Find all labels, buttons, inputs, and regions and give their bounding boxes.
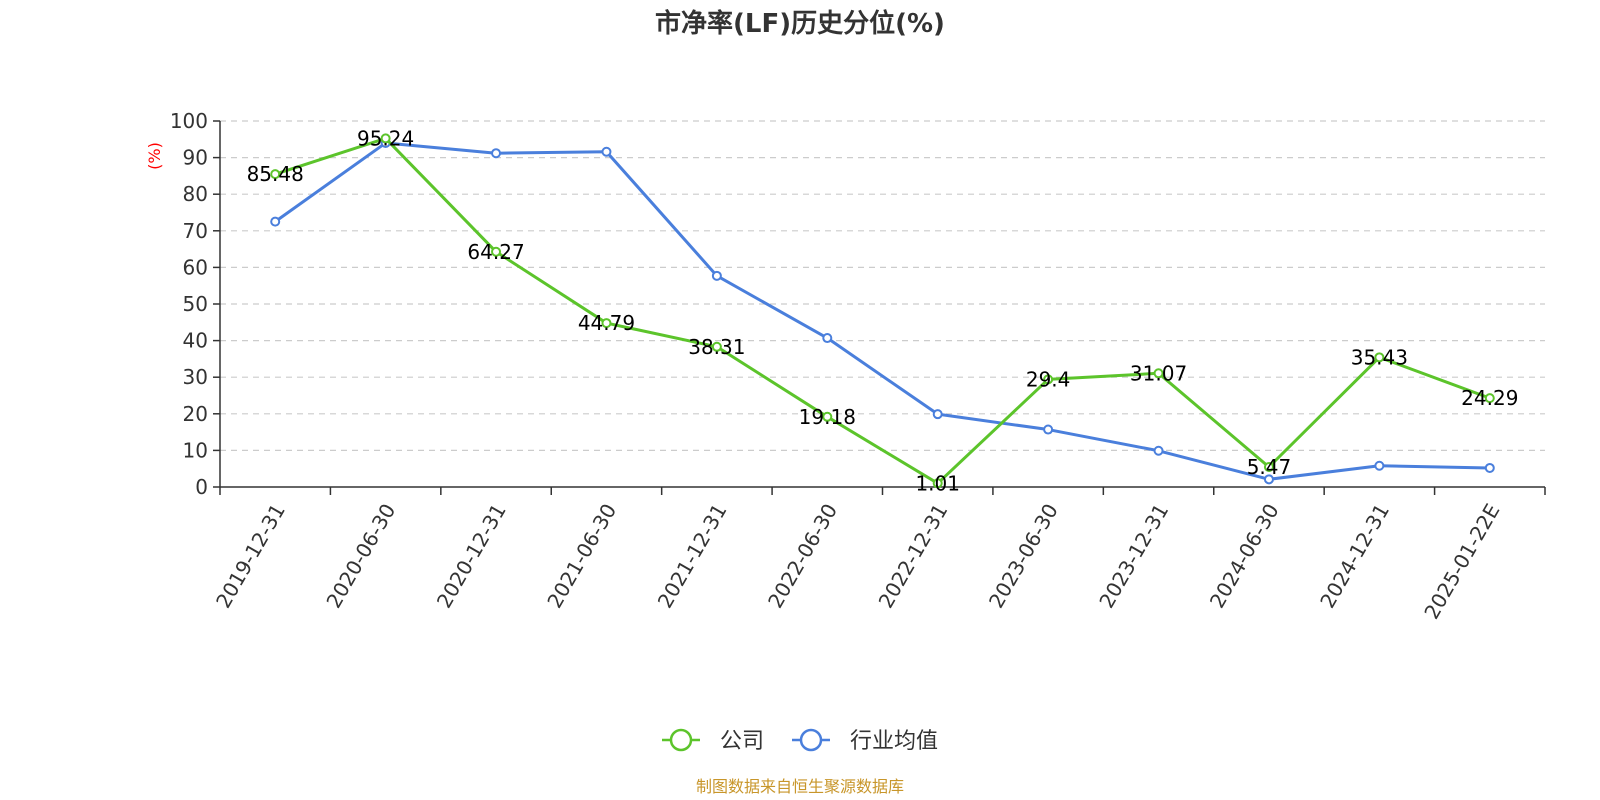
y-tick-label: 60 bbox=[183, 255, 208, 279]
data-point[interactable] bbox=[711, 270, 722, 281]
data-label: 1.01 bbox=[915, 471, 960, 495]
data-point[interactable] bbox=[491, 246, 502, 257]
x-tick-label: 2024-12-31 bbox=[1315, 500, 1394, 613]
legend-label: 公司 bbox=[720, 729, 764, 754]
data-point[interactable] bbox=[932, 478, 943, 489]
series-lines bbox=[270, 133, 1495, 489]
chart-title: 市净率(LF)历史分位(%) bbox=[655, 8, 945, 39]
data-point[interactable] bbox=[822, 411, 833, 422]
data-point[interactable] bbox=[1043, 374, 1054, 385]
data-point[interactable] bbox=[1484, 462, 1495, 473]
x-tick-label: 2021-06-30 bbox=[542, 500, 621, 613]
data-point[interactable] bbox=[491, 148, 502, 159]
y-tick-label: 0 bbox=[195, 475, 208, 499]
data-point[interactable] bbox=[1263, 474, 1274, 485]
x-tick-label: 2020-06-30 bbox=[321, 500, 400, 613]
x-tick-label: 2023-06-30 bbox=[984, 500, 1063, 613]
y-tick-label: 70 bbox=[183, 219, 208, 243]
x-tick-label: 2024-06-30 bbox=[1205, 500, 1284, 613]
data-point[interactable] bbox=[270, 169, 281, 180]
y-tick-label: 10 bbox=[183, 438, 208, 462]
data-label: 19.18 bbox=[799, 405, 856, 429]
axes: 0 10 20 30 40 50 60 70 80 90 100 2019-12-31 2020-06-… bbox=[170, 109, 1546, 624]
y-tick-label: 30 bbox=[183, 365, 208, 389]
legend: 公司 行业均值 bbox=[662, 728, 938, 754]
y-tick-label: 40 bbox=[183, 329, 208, 353]
data-point[interactable] bbox=[380, 133, 391, 144]
data-point[interactable] bbox=[932, 409, 943, 420]
data-point[interactable] bbox=[1484, 393, 1495, 404]
data-point[interactable] bbox=[1153, 368, 1164, 379]
gridlines bbox=[220, 120, 1545, 451]
legend-item-0[interactable]: 公司 bbox=[662, 728, 764, 754]
data-label: 44.79 bbox=[578, 311, 635, 335]
data-label: 85.48 bbox=[247, 162, 304, 186]
x-tick-label: 2023-12-31 bbox=[1094, 500, 1173, 613]
x-tick-label: 2020-12-31 bbox=[432, 499, 511, 612]
data-label: 31.07 bbox=[1130, 361, 1187, 385]
x-tick-label: 2022-12-31 bbox=[874, 499, 953, 612]
data-label: 5.47 bbox=[1247, 455, 1292, 479]
legend-marker bbox=[799, 728, 823, 752]
y-axis-unit-label: (%) bbox=[145, 142, 164, 170]
y-tick-label: 80 bbox=[183, 182, 208, 206]
data-label: 35.43 bbox=[1351, 345, 1408, 369]
y-tick-label: 20 bbox=[183, 402, 208, 426]
data-point[interactable] bbox=[270, 216, 281, 227]
data-label: 64.27 bbox=[467, 240, 524, 264]
legend-marker bbox=[669, 728, 693, 752]
legend-item-1[interactable]: 行业均值 bbox=[792, 728, 938, 754]
data-labels: 85.48 95.24 64.27 44.79 38.31 19.18 1.01 29.4 31… bbox=[247, 126, 1519, 495]
data-point[interactable] bbox=[1153, 445, 1164, 456]
source-note: 制图数据来自恒生聚源数据库 bbox=[696, 777, 904, 796]
data-label: 29.4 bbox=[1026, 367, 1071, 391]
x-tick-label: 2022-06-30 bbox=[763, 500, 842, 613]
data-point[interactable] bbox=[1043, 424, 1054, 435]
data-point[interactable] bbox=[1374, 460, 1385, 471]
legend-label: 行业均值 bbox=[850, 729, 938, 754]
data-label: 95.24 bbox=[357, 126, 414, 150]
series-line-1 bbox=[274, 141, 1490, 481]
data-point[interactable] bbox=[822, 333, 833, 344]
y-tick-label: 90 bbox=[183, 146, 208, 170]
data-point[interactable] bbox=[1263, 461, 1274, 472]
data-point[interactable] bbox=[1374, 352, 1385, 363]
data-point[interactable] bbox=[601, 146, 612, 157]
y-tick-label: 100 bbox=[170, 109, 208, 133]
data-label: 38.31 bbox=[688, 335, 745, 359]
x-tick-label: 2025-01-22E bbox=[1419, 500, 1504, 624]
y-tick-label: 50 bbox=[183, 292, 208, 316]
x-tick-label: 2019-12-31 bbox=[211, 500, 290, 613]
data-point[interactable] bbox=[711, 341, 722, 352]
series-line-0 bbox=[274, 136, 1491, 485]
data-label: 24.29 bbox=[1461, 386, 1518, 410]
data-point[interactable] bbox=[601, 318, 612, 329]
x-tick-label: 2021-12-31 bbox=[653, 500, 732, 613]
